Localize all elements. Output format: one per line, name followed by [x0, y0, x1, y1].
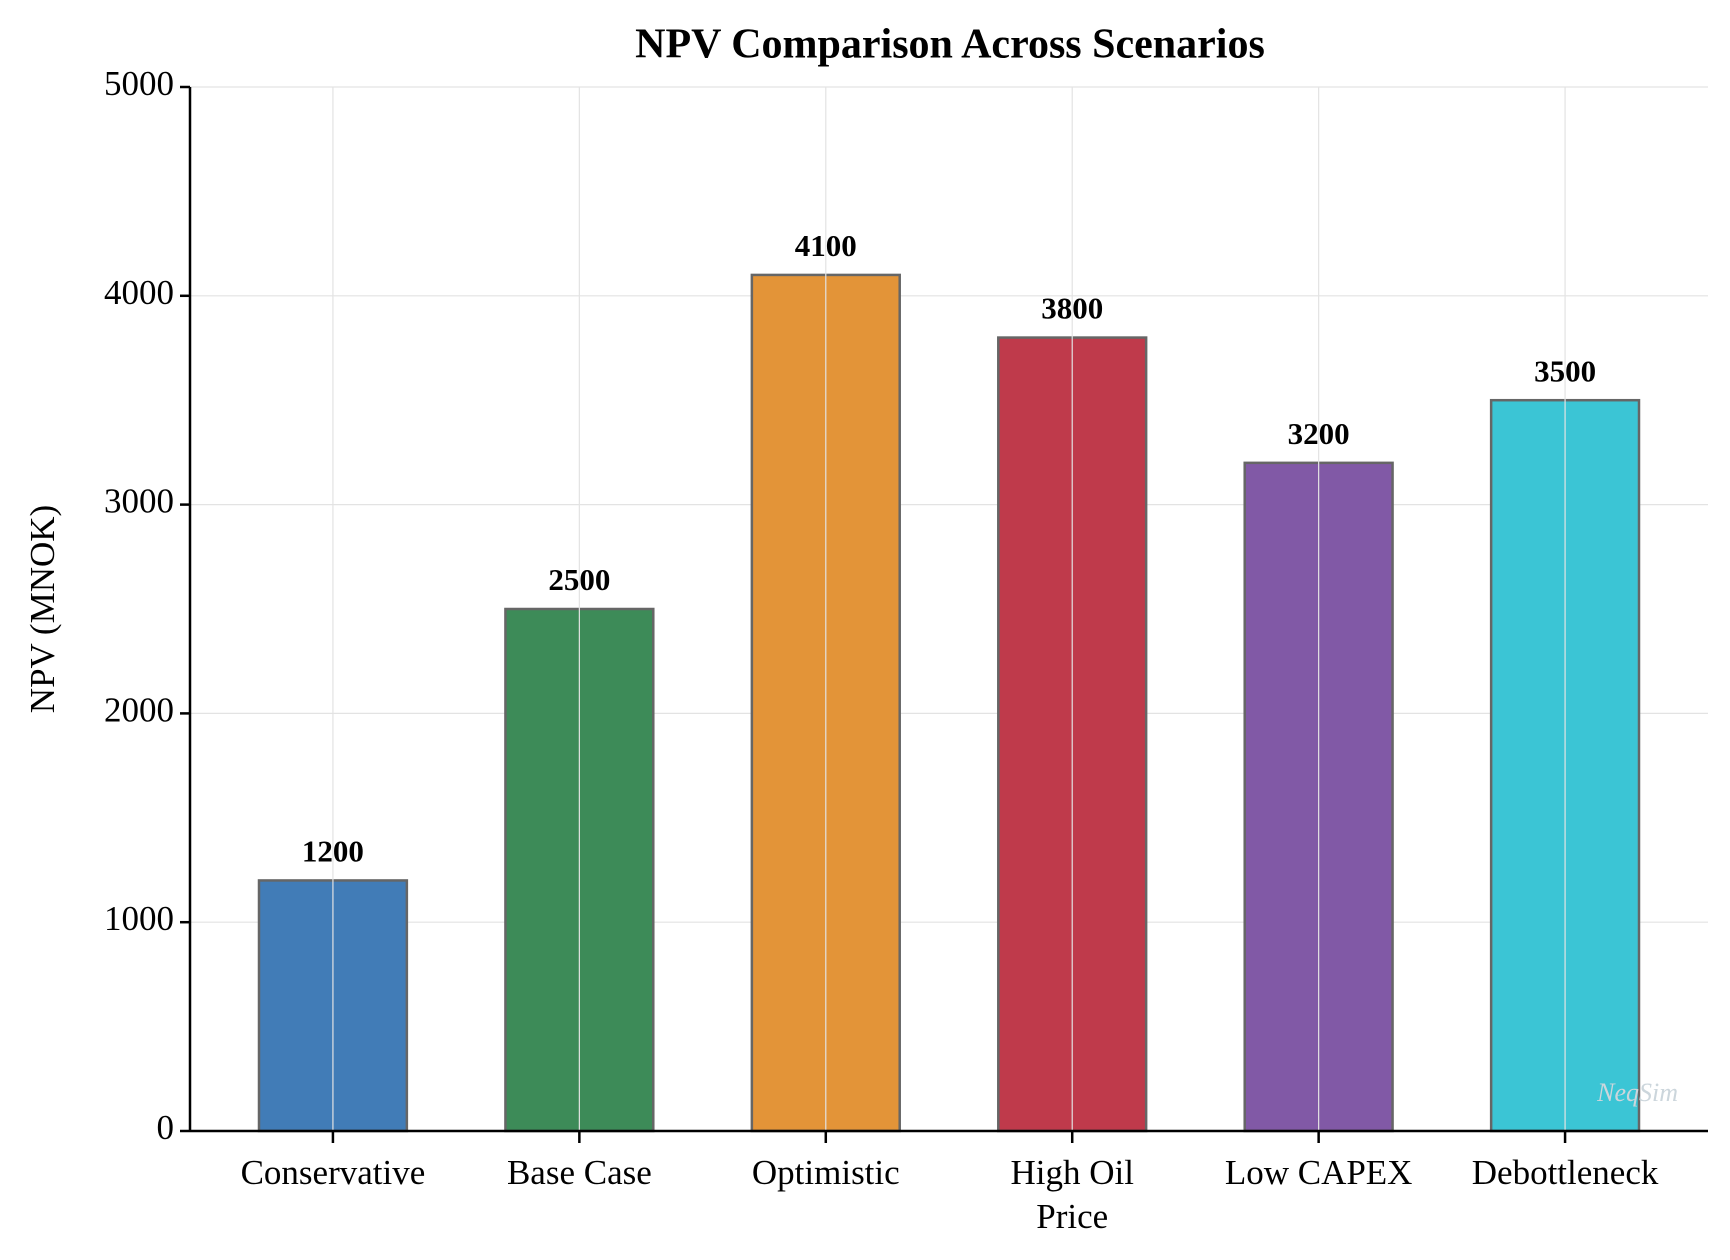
- value-label: 4100: [795, 228, 857, 263]
- watermark: NeqSim: [1596, 1078, 1678, 1107]
- y-axis-label: NPV (MNOK): [23, 505, 62, 713]
- value-label: 3500: [1534, 353, 1596, 388]
- y-tick-label: 3000: [104, 482, 174, 521]
- y-tick-label: 2000: [104, 690, 174, 729]
- y-tick-label: 1000: [104, 899, 174, 938]
- x-tick-label: High Oil Price: [1010, 1153, 1134, 1236]
- value-label: 3200: [1288, 416, 1350, 451]
- x-tick-label: Optimistic: [752, 1153, 900, 1192]
- x-tick-label: Base Case: [507, 1153, 652, 1192]
- y-tick-label: 4000: [104, 273, 174, 312]
- value-label: 3800: [1041, 291, 1103, 326]
- x-tick-label: Debottleneck: [1472, 1153, 1659, 1192]
- x-tick-label: Low CAPEX: [1225, 1153, 1413, 1192]
- value-label: 2500: [548, 562, 610, 597]
- chart-title: NPV Comparison Across Scenarios: [635, 22, 1265, 68]
- x-tick-label: Conservative: [241, 1153, 426, 1192]
- y-tick-label: 0: [157, 1108, 175, 1147]
- value-label: 1200: [302, 834, 364, 869]
- y-tick-label: 5000: [104, 64, 174, 103]
